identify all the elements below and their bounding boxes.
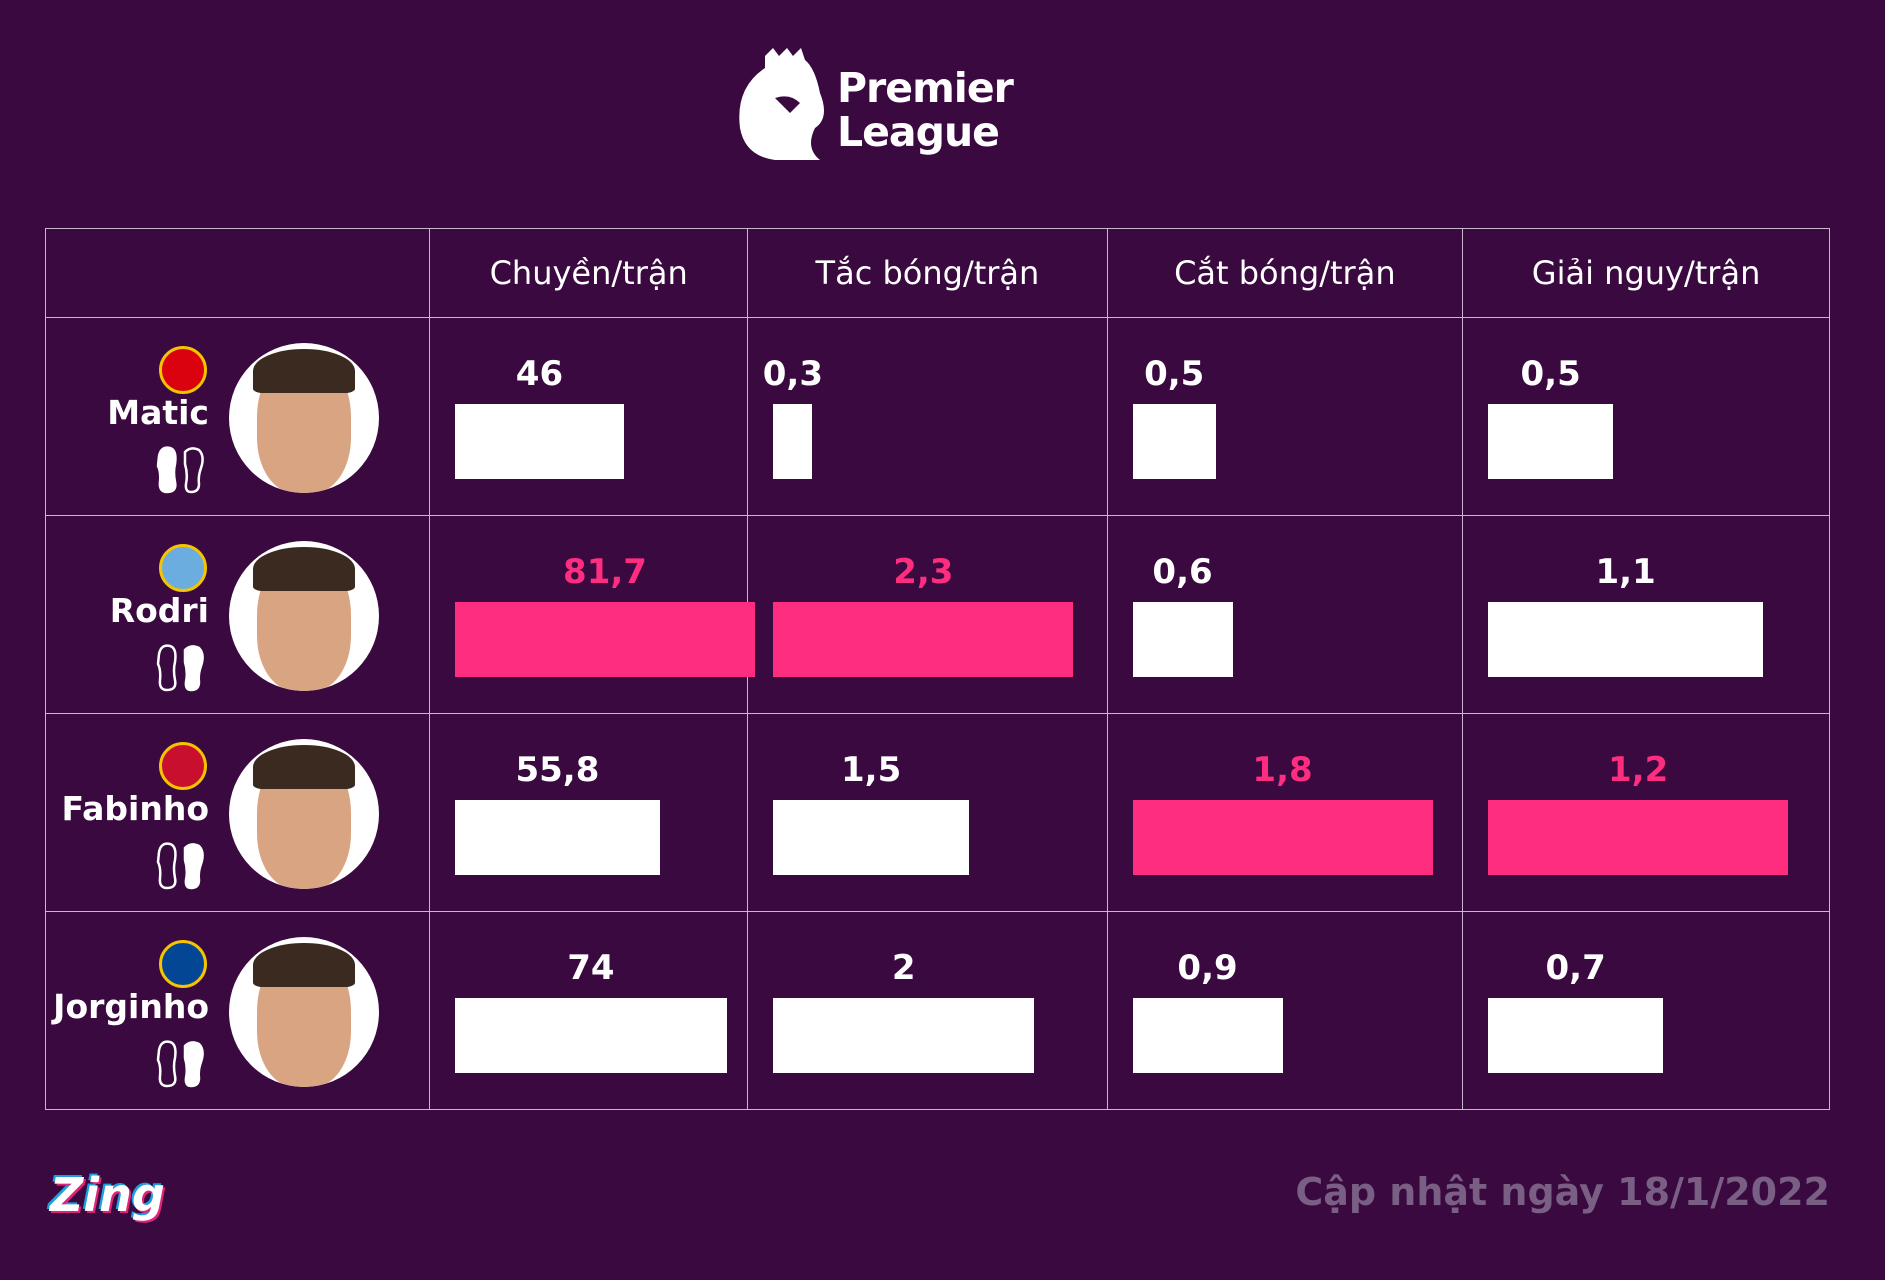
value-label: 0,6 <box>1152 552 1213 592</box>
stats-table: Chuyền/trận Tắc bóng/trận Cắt bóng/trận Giả… <box>45 228 1830 1110</box>
stat-bar <box>773 998 1035 1073</box>
player-photo <box>229 937 379 1087</box>
value-label: 1,5 <box>841 750 902 790</box>
stat-bar <box>773 602 1074 677</box>
stat-cell: 74 <box>428 911 749 1110</box>
club-crest-icon <box>159 346 207 394</box>
stat-bar <box>1488 800 1789 875</box>
player-photo <box>229 541 379 691</box>
player-name: Matic <box>107 393 209 432</box>
stat-bar <box>1488 998 1664 1073</box>
premier-league-logo: Premier League <box>735 48 1015 168</box>
stat-cell: 2,3 <box>747 515 1108 714</box>
player-cell: Rodri <box>45 515 430 714</box>
stat-cell: 0,9 <box>1106 911 1464 1110</box>
player-row: Rodri 81,7 2,3 0,6 1,1 <box>45 515 1830 714</box>
right-foot-icon <box>155 842 207 894</box>
value-label: 1,1 <box>1595 552 1656 592</box>
left-foot-icon <box>155 446 207 498</box>
stat-cell: 0,6 <box>1106 515 1464 714</box>
zing-logo: Zing <box>50 1168 165 1222</box>
player-cell: Fabinho <box>45 713 430 912</box>
stat-cell: 81,7 <box>428 515 755 714</box>
player-photo <box>229 739 379 889</box>
lion-icon <box>739 48 824 160</box>
value-label: 2,3 <box>893 552 954 592</box>
player-row: Matic 46 0,3 0,5 0,5 <box>45 317 1830 516</box>
stat-bar <box>1132 800 1433 875</box>
column-header: Tắc bóng/trận <box>747 228 1108 318</box>
stat-bar <box>1132 998 1283 1073</box>
value-label: 81,7 <box>563 552 647 592</box>
stat-cell: 1,8 <box>1106 713 1464 912</box>
club-crest-icon <box>159 742 207 790</box>
column-header: Chuyền/trận <box>428 228 749 318</box>
stat-bar <box>455 998 727 1073</box>
stat-cell: 0,7 <box>1462 911 1830 1110</box>
stat-bar <box>455 602 755 677</box>
value-label: 0,5 <box>1520 354 1581 394</box>
stat-cell: 0,5 <box>1106 317 1464 516</box>
player-cell: Matic <box>45 317 430 516</box>
stat-bar <box>773 800 969 875</box>
value-label: 0,7 <box>1545 948 1606 988</box>
stat-cell: 1,5 <box>747 713 1108 912</box>
logo-line-2: League <box>837 108 1000 156</box>
stat-bar <box>773 404 813 479</box>
value-label: 1,8 <box>1252 750 1313 790</box>
stat-bar <box>1488 602 1764 677</box>
player-cell: Jorginho <box>45 911 430 1110</box>
right-foot-icon <box>155 644 207 696</box>
update-date: Cập nhật ngày 18/1/2022 <box>1295 1170 1830 1214</box>
player-row: Jorginho 74 2 0,9 0,7 <box>45 911 1830 1110</box>
player-name: Fabinho <box>61 789 209 828</box>
value-label: 74 <box>567 948 615 988</box>
player-row: Fabinho 55,8 1,5 1,8 1,2 <box>45 713 1830 912</box>
stat-cell: 55,8 <box>428 713 749 912</box>
stat-bar <box>455 800 660 875</box>
right-foot-icon <box>155 1040 207 1092</box>
stat-cell: 1,1 <box>1462 515 1830 714</box>
value-label: 55,8 <box>515 750 600 790</box>
stat-bar <box>455 404 624 479</box>
stat-cell: 0,3 <box>747 317 1108 516</box>
club-crest-icon <box>159 940 207 988</box>
value-label: 1,2 <box>1608 750 1669 790</box>
value-label: 0,5 <box>1144 354 1205 394</box>
logo-line-1: Premier <box>837 64 1014 112</box>
stat-cell: 2 <box>747 911 1108 1110</box>
stat-cell: 46 <box>428 317 749 516</box>
value-label: 2 <box>891 948 916 988</box>
corner-cell <box>45 228 430 318</box>
stat-cell: 0,5 <box>1462 317 1830 516</box>
player-photo <box>229 343 379 493</box>
stat-cell: 1,2 <box>1462 713 1830 912</box>
stat-bar <box>1132 602 1233 677</box>
value-label: 0,3 <box>762 354 823 394</box>
stat-bar <box>1132 404 1216 479</box>
stat-bar <box>1488 404 1614 479</box>
player-name: Jorginho <box>53 987 209 1026</box>
value-label: 0,9 <box>1177 948 1238 988</box>
value-label: 46 <box>515 354 564 394</box>
club-crest-icon <box>159 544 207 592</box>
column-header: Giải nguy/trận <box>1462 228 1830 318</box>
column-header: Cắt bóng/trận <box>1106 228 1464 318</box>
player-name: Rodri <box>109 591 209 630</box>
